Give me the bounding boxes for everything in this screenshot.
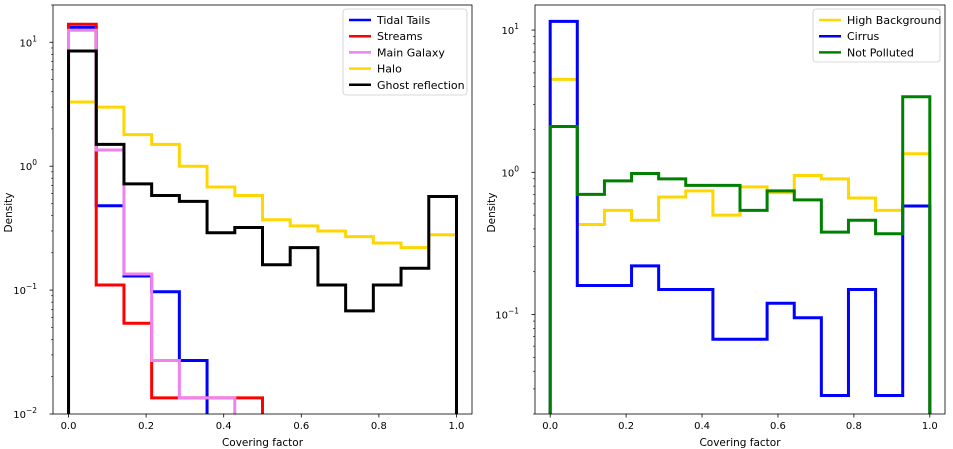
y-tick-label: 100 (19, 158, 37, 173)
y-tick-label: 101 (501, 22, 519, 37)
legend-label: Tidal Tails (376, 14, 430, 27)
x-axis-label: Covering factor (222, 437, 304, 449)
x-tick-label: 0.4 (694, 421, 710, 432)
y-tick-label: 10−1 (495, 307, 519, 322)
legend-label: Ghost reflection (377, 79, 465, 92)
chart-panel-1: 0.0 0.2 0.4 0.6 0.8 1.0 101 100 10−1 10−2 Covering… (3, 4, 473, 449)
x-tick-label: 0.0 (542, 421, 558, 432)
legend-label: Cirrus (847, 30, 880, 43)
x-tick-label: 0.6 (293, 421, 309, 432)
y-tick-label: 100 (501, 164, 519, 179)
plot-area (548, 19, 932, 414)
chart-panel-2: 0.0 0.2 0.4 0.6 0.8 1.0 101 100 10−1 Covering fac… (486, 4, 946, 449)
legend-label: Streams (377, 30, 423, 43)
legend-label: High Background (847, 14, 941, 27)
y-axis-label: Density (486, 193, 498, 233)
y-axis-label: Density (3, 193, 15, 233)
x-axis-label: Covering factor (699, 437, 781, 449)
x-tick-label: 1.0 (449, 421, 465, 432)
x-tick-label: 0.6 (770, 421, 786, 432)
histogram-series-not-polluted (548, 95, 932, 414)
histogram-series-cirrus (548, 19, 932, 414)
axes-frame (52, 4, 473, 415)
y-tick-label: 10−2 (13, 406, 37, 421)
legend-label: Not Polluted (847, 46, 914, 59)
x-tick-label: 0.0 (61, 421, 77, 432)
y-tick-label: 101 (19, 34, 37, 49)
histogram-series-tidal-tails (67, 25, 209, 414)
plot-area (67, 22, 458, 414)
histogram-series-halo (67, 100, 458, 414)
y-tick-label: 10−1 (13, 282, 37, 297)
legend-box (342, 8, 468, 96)
x-tick-label: 0.4 (216, 421, 232, 432)
x-tick-label: 1.0 (922, 421, 938, 432)
legend-label: Halo (377, 63, 402, 76)
x-tick-label: 0.2 (138, 421, 154, 432)
histogram-series-main-galaxy (67, 28, 237, 414)
histogram-series-ghost-reflection (67, 49, 458, 414)
legend-label: Main Galaxy (377, 46, 445, 59)
histogram-series-high-background (548, 77, 932, 414)
legend: Tidal Tails Streams Main Galaxy Halo Ghost r… (342, 8, 468, 96)
x-tick-label: 0.2 (618, 421, 634, 432)
legend-box (812, 8, 941, 63)
x-tick-label: 0.8 (371, 421, 387, 432)
legend: High Background Cirrus Not Polluted (812, 8, 941, 63)
axes-frame (534, 4, 946, 415)
x-tick-label: 0.8 (846, 421, 862, 432)
